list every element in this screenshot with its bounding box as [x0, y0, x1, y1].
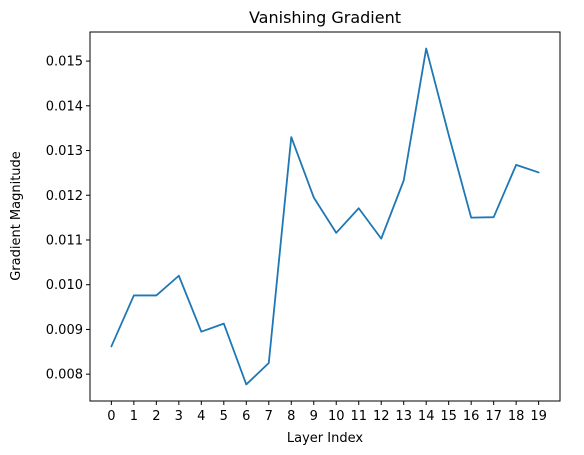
x-tick-label: 8	[287, 409, 295, 424]
x-tick-label: 0	[107, 409, 115, 424]
series-line	[110, 47, 540, 386]
x-tick-label: 12	[373, 409, 390, 424]
y-tick-label: 0.014	[46, 99, 83, 114]
y-tick-label: 0.011	[46, 233, 83, 248]
x-tick-label: 13	[395, 409, 412, 424]
x-tick-label: 15	[440, 409, 457, 424]
x-tick-label: 11	[350, 409, 367, 424]
x-tick-label: 2	[152, 409, 160, 424]
y-tick-label: 0.015	[46, 55, 83, 70]
x-tick-label: 18	[508, 409, 525, 424]
x-axis-label: Layer Index	[287, 431, 363, 446]
x-tick-label: 16	[463, 409, 480, 424]
x-tick-label: 19	[530, 409, 547, 424]
plot-frame	[89, 31, 561, 402]
x-tick-label: 1	[130, 409, 138, 424]
chart-title: Vanishing Gradient	[249, 8, 401, 27]
x-tick-label: 10	[328, 409, 345, 424]
x-tick-label: 4	[197, 409, 205, 424]
x-tick-label: 3	[175, 409, 183, 424]
x-tick-label: 14	[418, 409, 435, 424]
y-tick-label: 0.008	[46, 368, 83, 383]
y-tick-label: 0.010	[46, 278, 83, 293]
x-tick-label: 17	[485, 409, 502, 424]
y-tick-label: 0.013	[46, 144, 83, 159]
y-axis-label: Gradient Magnitude	[9, 151, 24, 281]
y-tick-label: 0.009	[46, 323, 83, 338]
x-tick-label: 6	[242, 409, 250, 424]
y-axis: 0.008 0.009 0.010 0.011 0.012 0.013 0.014 0.015	[46, 55, 90, 383]
x-tick-label: 9	[310, 409, 318, 424]
y-tick-label: 0.012	[46, 189, 83, 204]
x-axis: 0 1 2 3 4 5 6 7 8 9 10 11 12 13 14 15 16 17 18 19	[107, 401, 547, 424]
x-tick-label: 7	[265, 409, 273, 424]
x-tick-label: 5	[220, 409, 228, 424]
